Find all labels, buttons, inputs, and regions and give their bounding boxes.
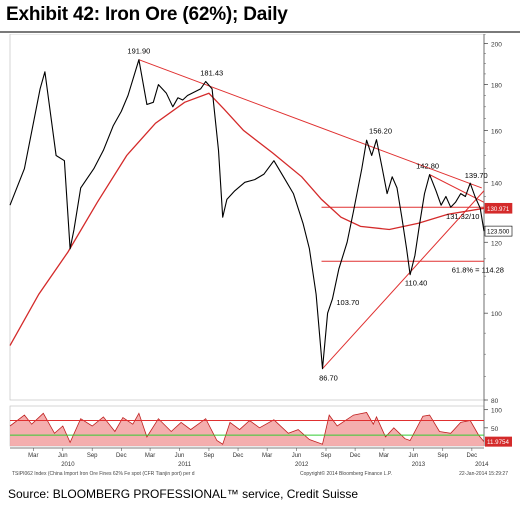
copyright-note: Copyright© 2014 Bloomberg Finance L.P.: [300, 470, 392, 477]
x-year-label: 2011: [178, 462, 192, 468]
rsi-y-tick-label: 50: [491, 426, 499, 433]
x-tick-label: Dec: [116, 453, 127, 459]
value-annotation: 156.20: [369, 127, 392, 136]
value-annotation: 139.70: [465, 171, 488, 180]
x-tick-label: Dec: [467, 453, 478, 459]
rsi-value-tag: [485, 436, 512, 447]
x-year-label: 2012: [295, 462, 309, 468]
x-year-label: 2010: [61, 462, 75, 468]
y-tick-label: 80: [491, 398, 499, 405]
price-tag-label: 123.500: [487, 229, 510, 236]
x-tick-label: Jun: [58, 453, 68, 459]
chart-title: Exhibit 42: Iron Ore (62%); Daily: [6, 4, 288, 25]
x-tick-label: Sep: [437, 453, 448, 459]
x-tick-label: Mar: [379, 453, 389, 459]
y-tick-label: 180: [491, 83, 502, 90]
y-tick-label: 160: [491, 128, 502, 135]
trendline: [322, 190, 485, 370]
value-annotation: 61.8% = 114.28: [452, 265, 504, 274]
timestamp-note: 22-Jan-2014 15:29:27: [459, 471, 508, 477]
x-tick-label: Mar: [28, 453, 38, 459]
title-divider: [0, 31, 520, 33]
y-tick-label: 100: [491, 311, 502, 318]
value-annotation: 181.43: [200, 69, 223, 78]
price-line: [9, 59, 485, 370]
x-year-label: 2014: [475, 462, 489, 468]
index-footnote: TSIPI062 Index (China Import Iron Ore Fi…: [12, 471, 195, 477]
x-tick-label: Sep: [321, 453, 332, 459]
main-panel-frame: [9, 33, 485, 401]
rsi-area: [10, 412, 484, 446]
x-tick-label: Jun: [292, 453, 302, 459]
rsi-y-tick-label: 100: [491, 408, 502, 415]
chart-area: 80 100 120 140 160 180 200 191.90 181.43 156.20 14…: [0, 33, 520, 479]
moving-average-line: [9, 92, 485, 346]
value-annotation: 110.40: [405, 279, 427, 288]
value-annotation: 191.90: [127, 47, 150, 56]
y-tick-label: 200: [491, 42, 502, 49]
x-tick-label: Dec: [233, 453, 244, 459]
y-tick-label: 140: [491, 180, 502, 187]
value-annotation: 142.80: [416, 162, 439, 171]
rsi-value-tag-label: 11.9754: [487, 439, 509, 446]
x-tick-label: Mar: [262, 453, 272, 459]
trendline: [138, 59, 482, 189]
x-tick-label: Sep: [204, 453, 215, 459]
value-annotation: 86.70: [319, 374, 338, 383]
price-tag-label: 130.971: [487, 206, 510, 213]
x-tick-label: Sep: [87, 453, 98, 459]
x-tick-label: Jun: [408, 453, 418, 459]
price-tag: [484, 202, 513, 214]
value-annotation: 103.70: [336, 298, 359, 307]
y-tick-label: 120: [491, 240, 502, 247]
source-note: Source: BLOOMBERG PROFESSIONAL™ service,…: [8, 487, 359, 501]
iron-ore-chart: 80 100 120 140 160 180 200 191.90 181.43 156.20 14…: [9, 33, 513, 477]
x-tick-label: Jun: [175, 453, 185, 459]
x-tick-label: Mar: [145, 453, 155, 459]
value-annotation: 131.32/10: [446, 212, 479, 221]
x-tick-label: Dec: [350, 453, 361, 459]
x-year-label: 2013: [412, 462, 426, 468]
price-tag: [484, 225, 513, 237]
